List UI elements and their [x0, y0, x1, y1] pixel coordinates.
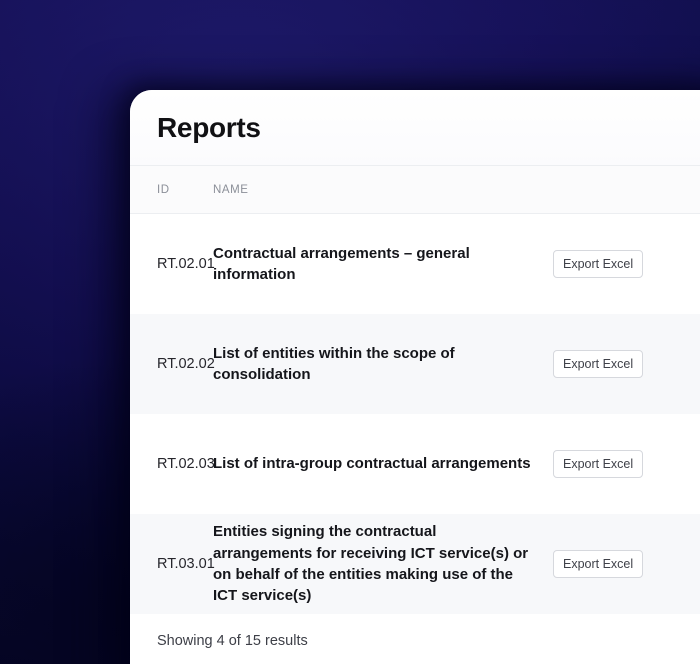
results-count-text: Showing 4 of 15 results: [157, 633, 308, 649]
column-header-id: ID: [157, 183, 170, 196]
row-id: RT.02.02: [157, 356, 215, 372]
export-excel-button[interactable]: Export Excel: [553, 549, 644, 579]
page-title: Reports: [157, 111, 261, 143]
table-row[interactable]: RT.02.01 Contractual arrangements – gene…: [130, 214, 700, 314]
header-divider-top: [130, 165, 700, 166]
reports-panel: Reports ID NAME RT.02.01 Contractual arr…: [130, 90, 700, 664]
export-excel-button[interactable]: Export Excel: [553, 349, 644, 379]
table-row[interactable]: RT.02.02 List of entities within the sco…: [130, 314, 700, 414]
header-divider-bottom: [130, 213, 700, 214]
table-row[interactable]: RT.02.03 List of intra-group contractual…: [130, 414, 700, 514]
row-action: Export Excel: [553, 449, 673, 479]
table-row[interactable]: RT.03.01 Entities signing the contractua…: [130, 514, 700, 614]
row-action: Export Excel: [553, 349, 673, 379]
row-name: Contractual arrangements – general infor…: [213, 244, 470, 283]
export-excel-button[interactable]: Export Excel: [553, 449, 644, 479]
table-header-row: ID NAME: [130, 166, 700, 213]
row-action: Export Excel: [553, 249, 673, 279]
panel-header: Reports: [130, 90, 700, 165]
row-name: List of intra-group contractual arrangem…: [213, 455, 531, 473]
row-name: List of entities within the scope of con…: [213, 344, 455, 383]
reports-table: ID NAME RT.02.01 Contractual arrangement…: [130, 166, 700, 614]
export-excel-button[interactable]: Export Excel: [553, 249, 644, 279]
row-name: Entities signing the contractual arrange…: [213, 523, 529, 605]
row-id: RT.03.01: [157, 556, 215, 572]
row-action: Export Excel: [553, 549, 673, 579]
column-header-name: NAME: [213, 183, 249, 196]
row-id: RT.02.01: [157, 256, 215, 272]
row-id: RT.02.03: [157, 456, 215, 472]
table-footer: Showing 4 of 15 results: [130, 614, 700, 664]
